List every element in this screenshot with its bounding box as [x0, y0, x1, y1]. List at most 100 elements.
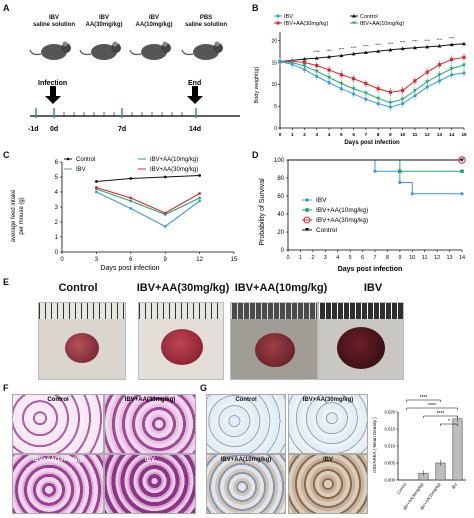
data-point — [163, 211, 167, 215]
group-name: IBV — [148, 15, 159, 21]
data-point — [437, 63, 442, 67]
significance-marker: **** — [437, 411, 445, 417]
data-point — [95, 180, 98, 183]
photo-header-aa10: IBV+AA(10mg/kg) — [234, 282, 328, 294]
data-point — [351, 87, 356, 91]
data-point — [198, 196, 202, 200]
ihc-ibv: IBV — [288, 454, 368, 514]
y-tick-label: 2 — [55, 220, 59, 226]
tick-label: 7d — [118, 126, 126, 133]
legend-aa10: IBV+AA(10mg/kg) — [360, 21, 404, 27]
data-point — [398, 180, 402, 185]
plot-area: 0.0000.0050.0100.0150.020ControlIBV+AA(3… — [385, 395, 466, 511]
x-tick-label: 12 — [196, 257, 203, 263]
x-axis-label: Days post infection — [338, 266, 403, 273]
data-point — [462, 41, 466, 46]
data-point — [339, 87, 343, 91]
histology-aa10: IBV+AA(10mg/kg) — [12, 454, 104, 514]
body-weight-chart: IBV IBV+AA(30mg/kg) Control IBV+AA(10mg/… — [254, 14, 467, 146]
ihc-label: Control — [235, 397, 257, 403]
data-point — [412, 88, 417, 93]
end-label: End — [188, 80, 201, 87]
group-label-aa30: IBV AA(30mg/kg) — [76, 15, 132, 29]
data-point — [315, 74, 319, 79]
y-tick-label: 40 — [277, 212, 284, 218]
data-point — [363, 50, 368, 55]
y-tick-label: 0 — [274, 126, 277, 132]
data-point — [449, 67, 454, 71]
bar — [452, 418, 463, 481]
series-line — [288, 159, 462, 195]
data-point — [198, 192, 202, 195]
data-point — [425, 80, 430, 84]
significance-marker: **** — [412, 40, 418, 44]
x-tick-label: 6 — [361, 255, 364, 261]
x-tick-label: 0 — [60, 257, 64, 263]
data-point — [376, 101, 380, 106]
y-tick-label: 20 — [271, 39, 277, 45]
data-point — [462, 55, 466, 59]
data-point — [302, 67, 307, 72]
significance-marker: **** — [314, 50, 320, 54]
series-line — [279, 61, 465, 104]
y-tick-label: 0.020 — [385, 410, 396, 415]
legend-control: Control — [360, 14, 378, 20]
data-point — [352, 77, 356, 81]
y-tick-label: 0.010 — [385, 444, 396, 449]
x-tick-label: 15 — [231, 257, 238, 263]
group-treatment: AA(10mg/kg) — [135, 22, 173, 28]
x-tick-label: 1 — [299, 255, 302, 261]
data-point — [410, 192, 414, 196]
ruler — [139, 303, 223, 319]
x-tick-label: 0 — [286, 255, 289, 261]
tick-label: 0d — [50, 126, 58, 133]
panel-label-c: C — [3, 150, 10, 160]
data-point — [198, 199, 202, 203]
lung-photo-aa30 — [138, 302, 224, 380]
ihc-label: IBV — [322, 457, 333, 463]
significance-marker: **** — [428, 403, 436, 409]
data-point — [198, 174, 202, 177]
data-point — [449, 42, 454, 47]
data-point — [314, 69, 319, 74]
data-point — [327, 54, 332, 59]
x-tick-label: 5 — [349, 255, 352, 261]
data-point — [437, 79, 442, 83]
lung-image — [65, 333, 99, 363]
y-tick-label: 20 — [277, 230, 284, 236]
significance-marker: * — [448, 419, 450, 425]
significance-marker: **** — [449, 37, 455, 41]
histology-control: Control — [12, 394, 104, 454]
series-line — [279, 43, 465, 63]
x-tick-label: 9 — [389, 132, 392, 137]
group-label-aa10: IBV AA(10mg/kg) — [126, 15, 182, 29]
data-point — [462, 63, 466, 68]
data-point — [290, 62, 294, 66]
y-tick-label: 0 — [281, 248, 285, 254]
legend: Control IBV IBV+AA(10mg/kg) IBV+AA(30mg/… — [64, 157, 198, 173]
y-tick-label: 10 — [271, 82, 277, 88]
legend-marker — [276, 21, 280, 25]
x-axis-label: Days post infection — [100, 265, 159, 272]
significance-marker: **** — [339, 48, 345, 52]
legend: IBV IBV+AA(10mg/kg) IBV+AA(30mg/kg) Cont… — [302, 197, 368, 234]
data-point — [129, 196, 133, 200]
data-point — [437, 43, 442, 48]
x-tick-label: 6 — [129, 257, 133, 263]
legend-control: Control — [316, 227, 338, 234]
data-point — [364, 81, 368, 86]
data-point — [462, 71, 466, 75]
x-tick-label: 10 — [400, 132, 406, 137]
data-point — [413, 94, 417, 98]
data-point — [450, 73, 454, 77]
y-tick-label: 5 — [55, 175, 59, 181]
data-point — [425, 85, 429, 89]
data-point — [425, 70, 429, 74]
histology-ibv: IBV — [104, 454, 196, 514]
data-point — [425, 44, 430, 49]
series-line — [279, 61, 465, 108]
x-tick-label: 7 — [365, 132, 368, 137]
group-label-ibv: IBV saline solution — [28, 15, 80, 29]
legend-control: Control — [76, 157, 95, 163]
